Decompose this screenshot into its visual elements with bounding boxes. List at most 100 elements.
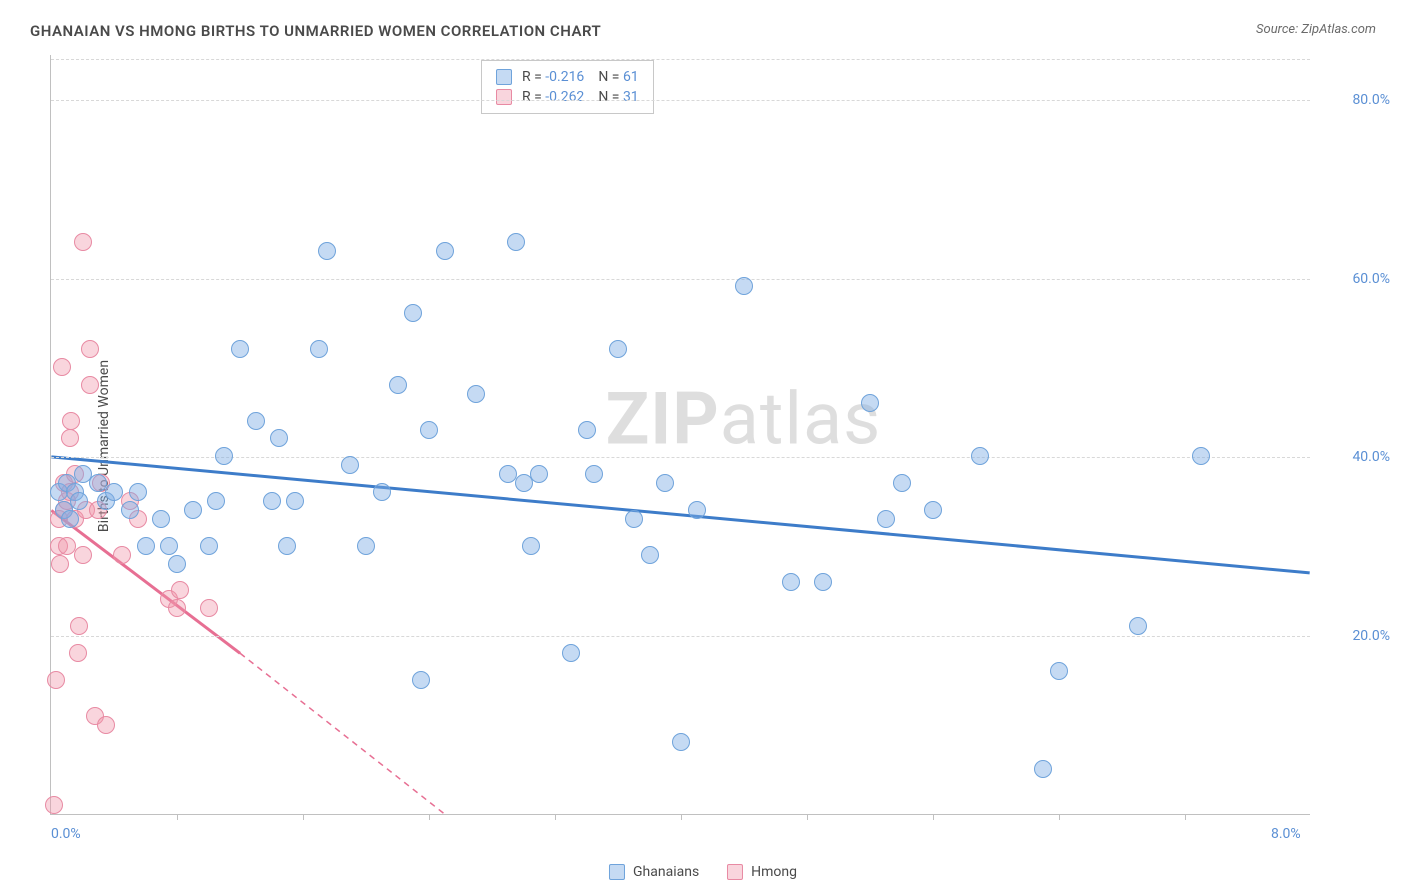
x-tick-mark bbox=[177, 814, 178, 820]
scatter-point-ghanaian bbox=[420, 421, 438, 439]
scatter-point-hmong bbox=[61, 429, 79, 447]
scatter-point-hmong bbox=[70, 617, 88, 635]
scatter-point-ghanaian bbox=[641, 546, 659, 564]
legend-item: Ghanaians bbox=[609, 864, 699, 880]
scatter-point-ghanaian bbox=[215, 447, 233, 465]
scatter-point-ghanaian bbox=[971, 447, 989, 465]
x-tick-mark bbox=[303, 814, 304, 820]
scatter-point-ghanaian bbox=[578, 421, 596, 439]
scatter-point-ghanaian bbox=[1129, 617, 1147, 635]
x-tick-label: 0.0% bbox=[51, 826, 81, 842]
scatter-point-ghanaian bbox=[207, 492, 225, 510]
scatter-point-ghanaian bbox=[310, 340, 328, 358]
scatter-point-ghanaian bbox=[404, 304, 422, 322]
scatter-point-ghanaian bbox=[121, 501, 139, 519]
scatter-point-ghanaian bbox=[861, 394, 879, 412]
scatter-point-ghanaian bbox=[585, 465, 603, 483]
watermark: ZIPatlas bbox=[606, 377, 882, 462]
grid-line bbox=[51, 100, 1310, 101]
scatter-point-hmong bbox=[168, 599, 186, 617]
bottom-legend: Ghanaians Hmong bbox=[609, 864, 797, 880]
scatter-point-hmong bbox=[47, 671, 65, 689]
scatter-point-ghanaian bbox=[184, 501, 202, 519]
x-tick-mark bbox=[555, 814, 556, 820]
x-tick-mark bbox=[933, 814, 934, 820]
y-tick-label: 60.0% bbox=[1352, 271, 1390, 287]
scatter-point-hmong bbox=[81, 376, 99, 394]
scatter-point-ghanaian bbox=[152, 510, 170, 528]
scatter-point-hmong bbox=[97, 716, 115, 734]
plot-area: ZIPatlas R = -0.216N = 61R = -0.262N = 3… bbox=[50, 55, 1310, 815]
legend-stats-row: R = -0.216N = 61 bbox=[496, 67, 639, 87]
x-tick-mark bbox=[1185, 814, 1186, 820]
scatter-point-ghanaian bbox=[231, 340, 249, 358]
scatter-point-ghanaian bbox=[530, 465, 548, 483]
x-tick-label: 8.0% bbox=[1271, 826, 1301, 842]
scatter-point-ghanaian bbox=[688, 501, 706, 519]
grid-line bbox=[51, 59, 1310, 60]
scatter-point-ghanaian bbox=[70, 492, 88, 510]
scatter-point-ghanaian bbox=[877, 510, 895, 528]
legend-label: Hmong bbox=[751, 864, 797, 880]
scatter-point-ghanaian bbox=[893, 474, 911, 492]
legend-stats-row: R = -0.262N = 31 bbox=[496, 87, 639, 107]
scatter-point-ghanaian bbox=[522, 537, 540, 555]
scatter-point-ghanaian bbox=[200, 537, 218, 555]
scatter-point-ghanaian bbox=[1034, 760, 1052, 778]
scatter-point-ghanaian bbox=[1050, 662, 1068, 680]
x-tick-mark bbox=[807, 814, 808, 820]
legend-label: Ghanaians bbox=[633, 864, 699, 880]
scatter-point-ghanaian bbox=[562, 644, 580, 662]
scatter-point-ghanaian bbox=[656, 474, 674, 492]
scatter-point-hmong bbox=[74, 546, 92, 564]
scatter-point-ghanaian bbox=[389, 376, 407, 394]
scatter-point-ghanaian bbox=[318, 242, 336, 260]
y-tick-label: 20.0% bbox=[1352, 628, 1390, 644]
scatter-point-ghanaian bbox=[247, 412, 265, 430]
scatter-point-hmong bbox=[53, 358, 71, 376]
scatter-point-ghanaian bbox=[507, 233, 525, 251]
scatter-point-hmong bbox=[62, 412, 80, 430]
y-tick-label: 80.0% bbox=[1352, 92, 1390, 108]
scatter-point-hmong bbox=[69, 644, 87, 662]
scatter-point-ghanaian bbox=[105, 483, 123, 501]
grid-line bbox=[51, 279, 1310, 280]
scatter-point-ghanaian bbox=[609, 340, 627, 358]
scatter-point-ghanaian bbox=[357, 537, 375, 555]
scatter-point-ghanaian bbox=[924, 501, 942, 519]
scatter-point-hmong bbox=[171, 581, 189, 599]
scatter-point-hmong bbox=[74, 233, 92, 251]
scatter-point-ghanaian bbox=[814, 573, 832, 591]
scatter-point-ghanaian bbox=[373, 483, 391, 501]
scatter-point-ghanaian bbox=[341, 456, 359, 474]
legend-stats-box: R = -0.216N = 61R = -0.262N = 31 bbox=[481, 60, 654, 114]
chart-title: GHANAIAN VS HMONG BIRTHS TO UNMARRIED WO… bbox=[30, 22, 601, 40]
scatter-point-ghanaian bbox=[625, 510, 643, 528]
legend-swatch bbox=[496, 69, 512, 85]
x-tick-mark bbox=[429, 814, 430, 820]
scatter-point-ghanaian bbox=[467, 385, 485, 403]
scatter-point-hmong bbox=[113, 546, 131, 564]
x-tick-mark bbox=[1059, 814, 1060, 820]
scatter-point-ghanaian bbox=[735, 277, 753, 295]
legend-item: Hmong bbox=[727, 864, 797, 880]
scatter-point-hmong bbox=[81, 340, 99, 358]
scatter-point-hmong bbox=[45, 796, 63, 814]
scatter-point-ghanaian bbox=[263, 492, 281, 510]
scatter-point-ghanaian bbox=[137, 537, 155, 555]
source-attribution: Source: ZipAtlas.com bbox=[1256, 22, 1376, 37]
scatter-point-ghanaian bbox=[168, 555, 186, 573]
scatter-point-ghanaian bbox=[278, 537, 296, 555]
scatter-point-ghanaian bbox=[160, 537, 178, 555]
grid-line bbox=[51, 457, 1310, 458]
scatter-point-ghanaian bbox=[782, 573, 800, 591]
trend-lines-layer bbox=[51, 55, 1310, 814]
scatter-point-ghanaian bbox=[412, 671, 430, 689]
y-tick-label: 40.0% bbox=[1352, 449, 1390, 465]
scatter-point-ghanaian bbox=[129, 483, 147, 501]
scatter-point-hmong bbox=[51, 555, 69, 573]
scatter-point-hmong bbox=[200, 599, 218, 617]
scatter-point-ghanaian bbox=[61, 510, 79, 528]
scatter-point-ghanaian bbox=[1192, 447, 1210, 465]
scatter-point-ghanaian bbox=[270, 429, 288, 447]
